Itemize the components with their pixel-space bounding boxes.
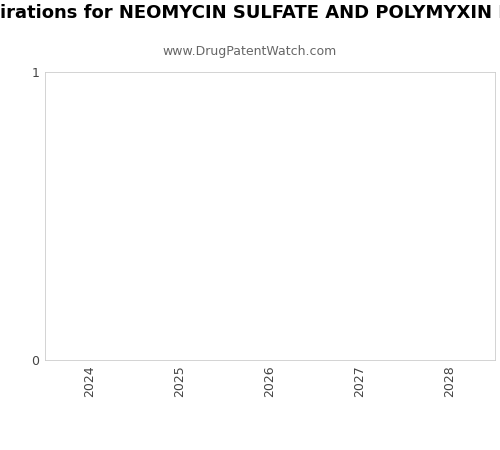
Text: www.DrugPatentWatch.com: www.DrugPatentWatch.com <box>163 45 337 58</box>
Text: irations for NEOMYCIN SULFATE AND POLYMYXIN B SULFATE G: irations for NEOMYCIN SULFATE AND POLYMY… <box>0 4 500 22</box>
